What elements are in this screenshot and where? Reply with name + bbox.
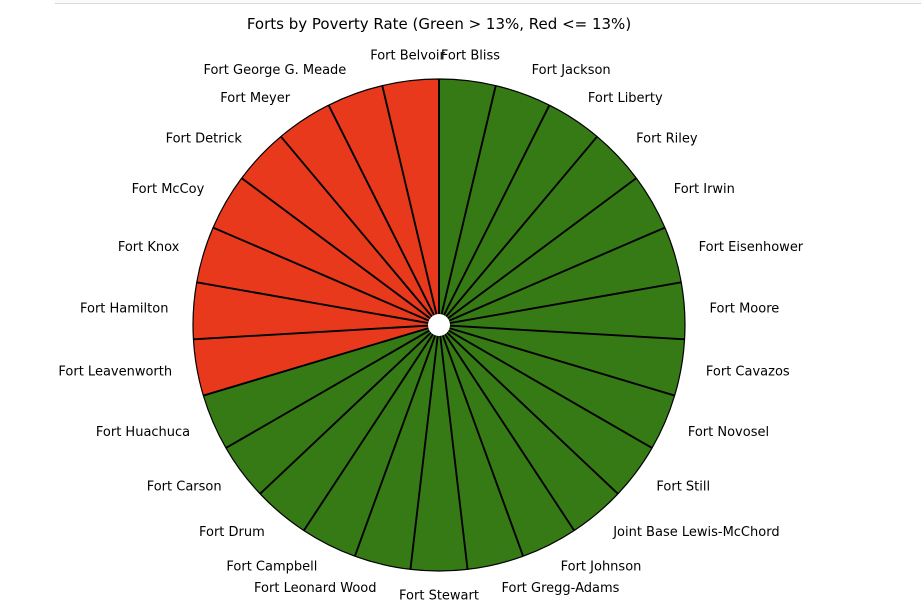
pie-slice xyxy=(439,327,575,557)
pie-slice-label: Fort Irwin xyxy=(674,182,735,197)
pie-slice-label: Fort Huachuca xyxy=(96,425,190,440)
pie-labels: Fort Bliss Fort Jackson Fort Liberty Fort R… xyxy=(58,48,803,603)
pie-slice-label: Fort Cavazos xyxy=(706,365,790,380)
pie-slice-label: Fort Bliss xyxy=(441,48,500,63)
pie-slice xyxy=(192,282,437,340)
pie-slice xyxy=(241,136,438,324)
pie-slice xyxy=(303,327,439,557)
pie-slice xyxy=(192,324,437,396)
pie-slice-label: Fort Belvoir xyxy=(370,48,445,63)
pie-slice xyxy=(354,327,439,570)
pie-slice-label: Fort George G. Meade xyxy=(203,63,346,78)
pie-slice-label: Fort McCoy xyxy=(132,182,205,197)
pie-slice xyxy=(212,177,438,325)
pie-slice xyxy=(196,227,437,325)
pie-slice-label: Fort Still xyxy=(656,479,710,494)
pie-slice xyxy=(439,327,524,570)
pie-slice xyxy=(441,324,686,396)
pie-slice-label: Fort Hamilton xyxy=(80,302,168,317)
pie-slice xyxy=(440,177,666,325)
pie-slice xyxy=(439,85,550,323)
pie-slice xyxy=(259,326,438,531)
pie-slice xyxy=(440,326,619,531)
pie-slice-label: Joint Base Lewis-McChord xyxy=(612,525,779,540)
pie-slice-label: Fort Eisenhower xyxy=(699,240,804,255)
pie-slice xyxy=(438,78,496,323)
chart-title: Forts by Poverty Rate (Green > 13%, Red … xyxy=(247,15,631,33)
pie-slice-label: Fort Riley xyxy=(636,132,698,147)
pie-slice xyxy=(440,104,598,324)
pie-slice xyxy=(441,282,686,340)
pie-slice-label: Fort Campbell xyxy=(226,560,317,575)
pie-slice xyxy=(280,104,438,324)
pie-slice xyxy=(382,78,440,323)
pie-slice-label: Fort Liberty xyxy=(588,91,663,106)
pie-slice-label: Fort Johnson xyxy=(561,560,642,575)
pie-center-hole xyxy=(428,314,450,336)
pie-slice-label: Fort Stewart xyxy=(399,589,479,604)
pie-slice xyxy=(225,326,438,495)
pie-slice-label: Fort Leavenworth xyxy=(58,365,172,380)
pie-slice-label: Fort Moore xyxy=(710,302,780,317)
pie-slice xyxy=(410,327,468,572)
top-frame-edge xyxy=(55,0,921,4)
pie-slice xyxy=(202,325,437,449)
pie-slice xyxy=(440,326,653,495)
pie-slice-label: Fort Detrick xyxy=(166,132,243,147)
pie-slice-label: Fort Jackson xyxy=(532,63,611,78)
pie-slice-label: Fort Novosel xyxy=(688,425,769,440)
pie-slice xyxy=(440,136,637,324)
pie-slice-label: Fort Gregg-Adams xyxy=(501,581,619,596)
pie-slice-label: Fort Leonard Wood xyxy=(254,581,376,596)
pie-slice xyxy=(441,325,676,449)
pie-slice xyxy=(328,85,439,323)
pie-slice-label: Fort Carson xyxy=(147,479,222,494)
pie-slice-label: Fort Meyer xyxy=(220,91,290,106)
pie-slice-label: Fort Drum xyxy=(199,525,265,540)
pie-slices xyxy=(192,78,686,572)
pie-slice xyxy=(441,227,682,325)
pie-slice-label: Fort Knox xyxy=(118,240,180,255)
